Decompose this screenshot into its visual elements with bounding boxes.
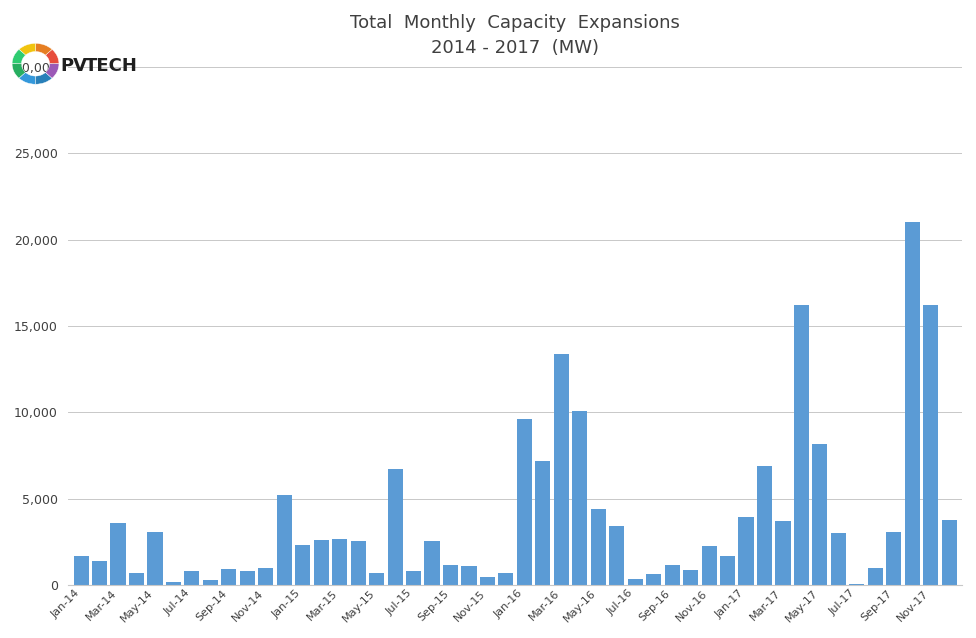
- Wedge shape: [19, 73, 35, 84]
- Bar: [628, 579, 643, 585]
- Bar: [609, 526, 625, 585]
- Bar: [905, 222, 919, 585]
- Bar: [720, 556, 735, 585]
- Bar: [332, 538, 347, 585]
- Bar: [812, 443, 828, 585]
- Bar: [313, 540, 329, 585]
- Bar: [406, 572, 421, 585]
- Bar: [775, 521, 791, 585]
- Bar: [462, 567, 476, 585]
- Wedge shape: [35, 73, 52, 84]
- Bar: [147, 531, 163, 585]
- Bar: [793, 306, 809, 585]
- Bar: [923, 306, 938, 585]
- Bar: [757, 466, 772, 585]
- Bar: [739, 517, 753, 585]
- Bar: [480, 577, 495, 585]
- Bar: [665, 565, 679, 585]
- Bar: [499, 573, 513, 585]
- Bar: [92, 561, 107, 585]
- Bar: [942, 519, 956, 585]
- Wedge shape: [12, 49, 25, 64]
- Bar: [350, 541, 366, 585]
- Bar: [868, 568, 883, 585]
- Bar: [535, 461, 550, 585]
- Wedge shape: [35, 43, 52, 55]
- Bar: [129, 573, 144, 585]
- Bar: [184, 572, 199, 585]
- Bar: [572, 411, 588, 585]
- Bar: [646, 574, 662, 585]
- Bar: [517, 419, 532, 585]
- Bar: [222, 569, 236, 585]
- Wedge shape: [12, 64, 25, 78]
- Bar: [277, 494, 292, 585]
- Bar: [849, 584, 865, 585]
- Bar: [73, 556, 89, 585]
- Wedge shape: [46, 49, 59, 64]
- Bar: [387, 470, 403, 585]
- Bar: [259, 568, 273, 585]
- Bar: [590, 509, 606, 585]
- Bar: [553, 353, 569, 585]
- Bar: [369, 573, 385, 585]
- Bar: [110, 523, 126, 585]
- Bar: [295, 545, 310, 585]
- Bar: [683, 570, 698, 585]
- Text: PV: PV: [61, 57, 87, 75]
- Bar: [240, 572, 255, 585]
- Title: Total  Monthly  Capacity  Expansions
2014 - 2017  (MW): Total Monthly Capacity Expansions 2014 -…: [350, 14, 680, 57]
- Bar: [166, 582, 181, 585]
- Text: TECH: TECH: [85, 57, 138, 75]
- Bar: [203, 580, 218, 585]
- Bar: [443, 565, 458, 585]
- Wedge shape: [46, 64, 59, 78]
- Bar: [831, 533, 846, 585]
- Bar: [425, 541, 439, 585]
- Wedge shape: [19, 43, 35, 55]
- Bar: [886, 531, 902, 585]
- Bar: [702, 545, 716, 585]
